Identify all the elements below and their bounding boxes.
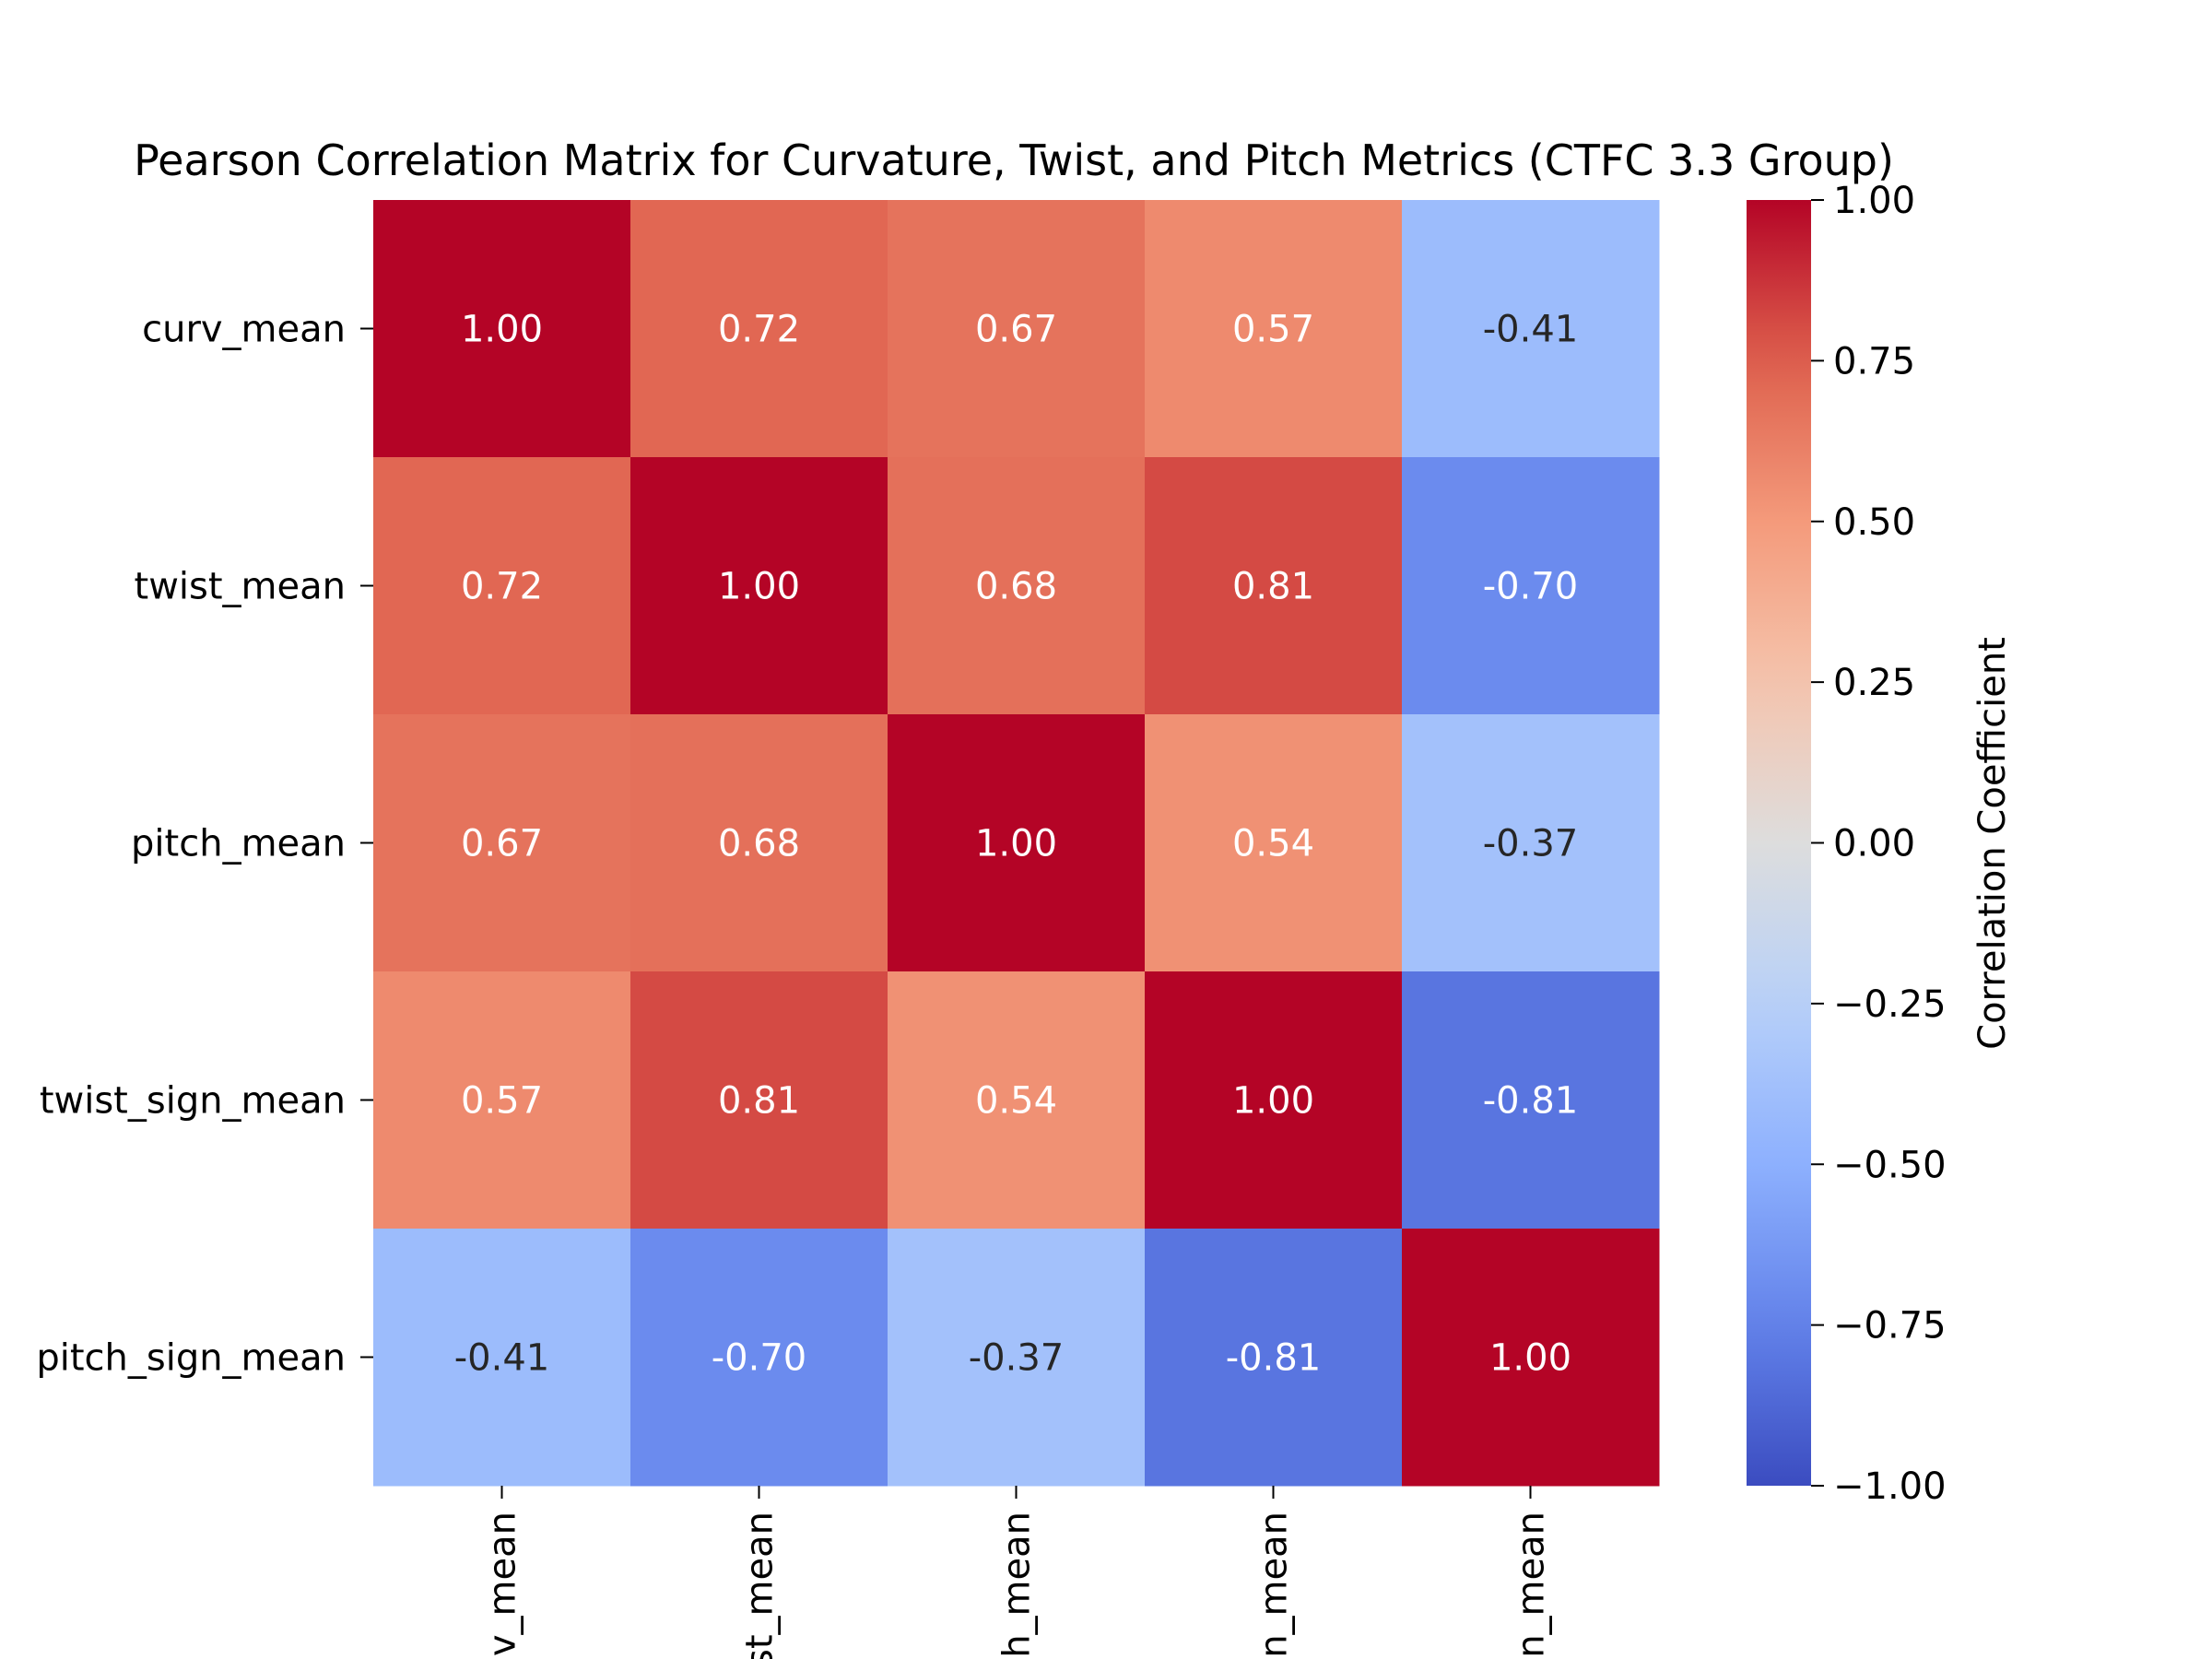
cell-value-label: -0.37 (1483, 823, 1579, 865)
chart-title: Pearson Correlation Matrix for Curvature… (134, 135, 1894, 185)
cell-value-label: 0.67 (975, 309, 1057, 351)
cell-value-label: -0.81 (1483, 1080, 1579, 1123)
cell-value-label: 1.00 (718, 566, 800, 608)
heatmap-cell (1402, 200, 1660, 458)
cell-value-label: 0.81 (1232, 566, 1314, 608)
cell-value-label: 1.00 (461, 309, 543, 351)
cell-value-label: 0.68 (718, 823, 800, 865)
heatmap-cell (1145, 457, 1403, 715)
heatmap-cell (1145, 971, 1403, 1230)
cell-value-label: -0.41 (1483, 309, 1579, 351)
heatmap-cell (630, 971, 888, 1230)
cell-value-label: 0.67 (461, 823, 543, 865)
heatmap-cell (373, 714, 631, 972)
colorbar-tick-label: 0.25 (1833, 662, 1915, 704)
y-tick-label: twist_mean (135, 566, 346, 608)
x-tick-label: h_mean (996, 1512, 1039, 1658)
heatmap-cell (1402, 714, 1660, 972)
colorbar-tick-label: 1.00 (1833, 180, 1915, 222)
cell-value-label: 0.72 (461, 566, 543, 608)
heatmap-cell (1402, 971, 1660, 1230)
cell-value-label: 0.81 (718, 1080, 800, 1123)
cell-value-label: -0.37 (969, 1337, 1065, 1380)
heatmap-cell (373, 971, 631, 1230)
cell-value-label: -0.70 (1483, 566, 1579, 608)
heatmap-cells: 1.00 0.72 0.67 0.57 -0.41 0.72 1.00 0.68 0.81 -0.… (373, 200, 1660, 1487)
x-tick-label: v_mean (482, 1512, 524, 1656)
colorbar-tick-label: −0.75 (1833, 1305, 1947, 1347)
heatmap-cell (888, 971, 1146, 1230)
heatmap-cell (888, 714, 1146, 972)
heatmap-cell (373, 1229, 631, 1487)
cell-value-label: 0.54 (1232, 823, 1314, 865)
colorbar-tick-label: −0.50 (1833, 1144, 1947, 1186)
colorbar-tick-label: 0.50 (1833, 501, 1915, 544)
y-tick-label: pitch_mean (131, 823, 346, 865)
heatmap-cell (888, 1229, 1146, 1487)
colorbar-tick-label: −1.00 (1833, 1465, 1947, 1508)
heatmap-cell (888, 200, 1146, 458)
column-axis: v_mean st_mean h_mean n_mean n_mean (482, 1486, 1553, 1659)
heatmap-cell (630, 714, 888, 972)
colorbar: 1.00 0.75 0.50 0.25 0.00 −0.25 −0.50 −0.75 −1.00 (1747, 180, 1947, 1508)
y-tick-label: pitch_sign_mean (36, 1337, 346, 1380)
colorbar-label: Correlation Coefficient (1971, 637, 2014, 1050)
colorbar-tick-label: 0.00 (1833, 823, 1915, 865)
cell-value-label: 0.68 (975, 566, 1057, 608)
cell-value-label: 1.00 (1489, 1337, 1571, 1380)
heatmap-cell (1145, 200, 1403, 458)
heatmap-cell (1402, 457, 1660, 715)
y-tick-label: curv_mean (142, 309, 346, 351)
heatmap-cell (373, 457, 631, 715)
cell-value-label: -0.41 (454, 1337, 550, 1380)
cell-value-label: 0.57 (1232, 309, 1314, 351)
cell-value-label: -0.70 (712, 1337, 807, 1380)
x-tick-label: n_mean (1511, 1512, 1553, 1658)
heatmap-cell (1145, 714, 1403, 972)
cell-value-label: 0.54 (975, 1080, 1057, 1123)
y-tick-label: twist_sign_mean (40, 1080, 346, 1123)
colorbar-tick-label: 0.75 (1833, 340, 1915, 382)
heatmap-cell (630, 200, 888, 458)
x-tick-label: st_mean (739, 1512, 782, 1659)
heatmap-cell (888, 457, 1146, 715)
cell-value-label: 0.57 (461, 1080, 543, 1123)
x-tick-label: n_mean (1253, 1512, 1296, 1658)
heatmap-cell (1402, 1229, 1660, 1487)
cell-value-label: 1.00 (975, 823, 1057, 865)
row-axis: curv_mean twist_mean pitch_mean twist_sign_… (36, 309, 373, 1380)
cell-value-label: -0.81 (1226, 1337, 1322, 1380)
cell-value-label: 1.00 (1232, 1080, 1314, 1123)
colorbar-tick-label: −0.25 (1833, 983, 1947, 1026)
heatmap-cell (630, 1229, 888, 1487)
heatmap-cell (1145, 1229, 1403, 1487)
heatmap-cell (630, 457, 888, 715)
heatmap-cell (373, 200, 631, 458)
colorbar-gradient (1747, 200, 1811, 1486)
cell-value-label: 0.72 (718, 309, 800, 351)
